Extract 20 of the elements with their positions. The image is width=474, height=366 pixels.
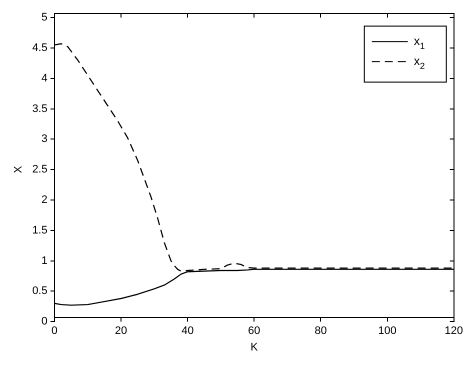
y-tick-label: 1.5 bbox=[32, 224, 48, 236]
x-tick-label: 0 bbox=[51, 325, 58, 338]
x-tick-label: 120 bbox=[444, 325, 464, 338]
y-tick-label: 4 bbox=[41, 72, 48, 84]
x-tick-label: 20 bbox=[114, 325, 128, 338]
y-tick-label: 3 bbox=[41, 133, 48, 146]
x-tick-label: 40 bbox=[181, 325, 194, 338]
x-axis-title: K bbox=[250, 341, 258, 354]
x-tick-label: 60 bbox=[248, 325, 260, 338]
y-tick-label: 0 bbox=[41, 316, 48, 328]
y-tick-label: 3.5 bbox=[32, 102, 48, 115]
y-tick-label: 0.5 bbox=[32, 285, 48, 298]
y-axis-title: X bbox=[12, 165, 25, 174]
x-tick-label: 100 bbox=[378, 325, 396, 338]
y-tick-label: 5 bbox=[41, 12, 48, 24]
y-tick-label: 2.5 bbox=[32, 164, 48, 176]
y-tick-label: 2 bbox=[41, 194, 48, 206]
y-tick-label: 1 bbox=[41, 254, 48, 267]
y-tick-label: 4.5 bbox=[32, 42, 48, 54]
x-tick-label: 80 bbox=[314, 325, 327, 338]
